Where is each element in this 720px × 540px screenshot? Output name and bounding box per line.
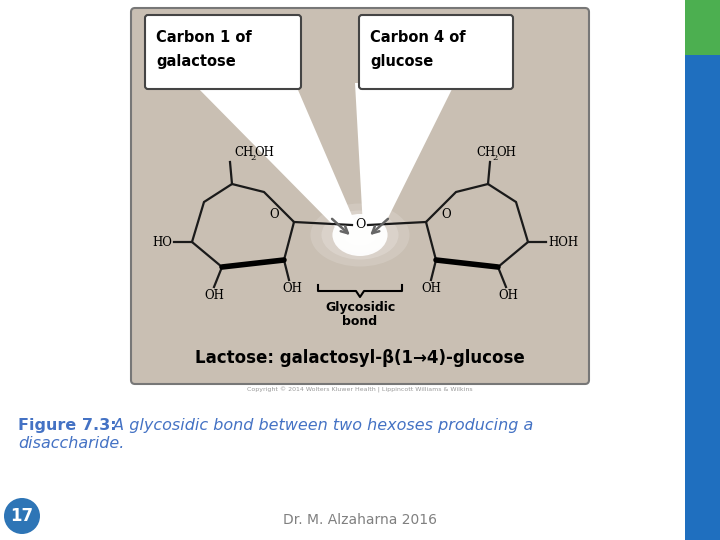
Text: OH: OH <box>282 282 302 295</box>
Polygon shape <box>355 83 455 230</box>
Bar <box>685 55 720 540</box>
Circle shape <box>4 498 40 534</box>
Ellipse shape <box>322 211 398 260</box>
Text: HO: HO <box>152 235 172 248</box>
Ellipse shape <box>310 204 410 267</box>
Text: OH: OH <box>421 282 441 295</box>
Ellipse shape <box>333 218 387 253</box>
Ellipse shape <box>343 225 377 246</box>
Text: OH: OH <box>204 289 224 302</box>
Text: OH: OH <box>496 146 516 159</box>
Text: Lactose: galactosyl-β(1→4)-glucose: Lactose: galactosyl-β(1→4)-glucose <box>195 349 525 367</box>
Text: galactose: galactose <box>156 54 235 69</box>
Text: 2: 2 <box>492 154 498 162</box>
Text: O: O <box>269 208 279 221</box>
FancyBboxPatch shape <box>145 15 301 89</box>
Text: O: O <box>355 219 365 232</box>
Text: CH: CH <box>476 146 495 159</box>
Text: Carbon 1 of: Carbon 1 of <box>156 30 252 45</box>
Text: OH: OH <box>498 289 518 302</box>
Polygon shape <box>193 83 357 230</box>
Text: A glycosidic bond between two hexoses producing a: A glycosidic bond between two hexoses pr… <box>108 418 534 433</box>
Text: Figure 7.3:: Figure 7.3: <box>18 418 117 433</box>
Text: OH: OH <box>254 146 274 159</box>
FancyBboxPatch shape <box>131 8 589 384</box>
Text: 17: 17 <box>10 507 34 525</box>
Text: HOH: HOH <box>548 235 578 248</box>
Ellipse shape <box>333 214 387 256</box>
Text: Dr. M. Alzaharna 2016: Dr. M. Alzaharna 2016 <box>283 513 437 527</box>
Text: 2: 2 <box>250 154 256 162</box>
Text: bond: bond <box>343 315 377 328</box>
Text: Carbon 4 of: Carbon 4 of <box>370 30 466 45</box>
Text: O: O <box>441 208 451 221</box>
FancyBboxPatch shape <box>359 15 513 89</box>
Text: disaccharide.: disaccharide. <box>18 436 125 451</box>
Text: glucose: glucose <box>370 54 433 69</box>
Text: CH: CH <box>234 146 253 159</box>
Bar <box>685 0 720 55</box>
Text: Copyright © 2014 Wolters Kluwer Health | Lippincott Williams & Wilkins: Copyright © 2014 Wolters Kluwer Health |… <box>247 387 473 393</box>
Text: Glycosidic: Glycosidic <box>325 301 395 314</box>
